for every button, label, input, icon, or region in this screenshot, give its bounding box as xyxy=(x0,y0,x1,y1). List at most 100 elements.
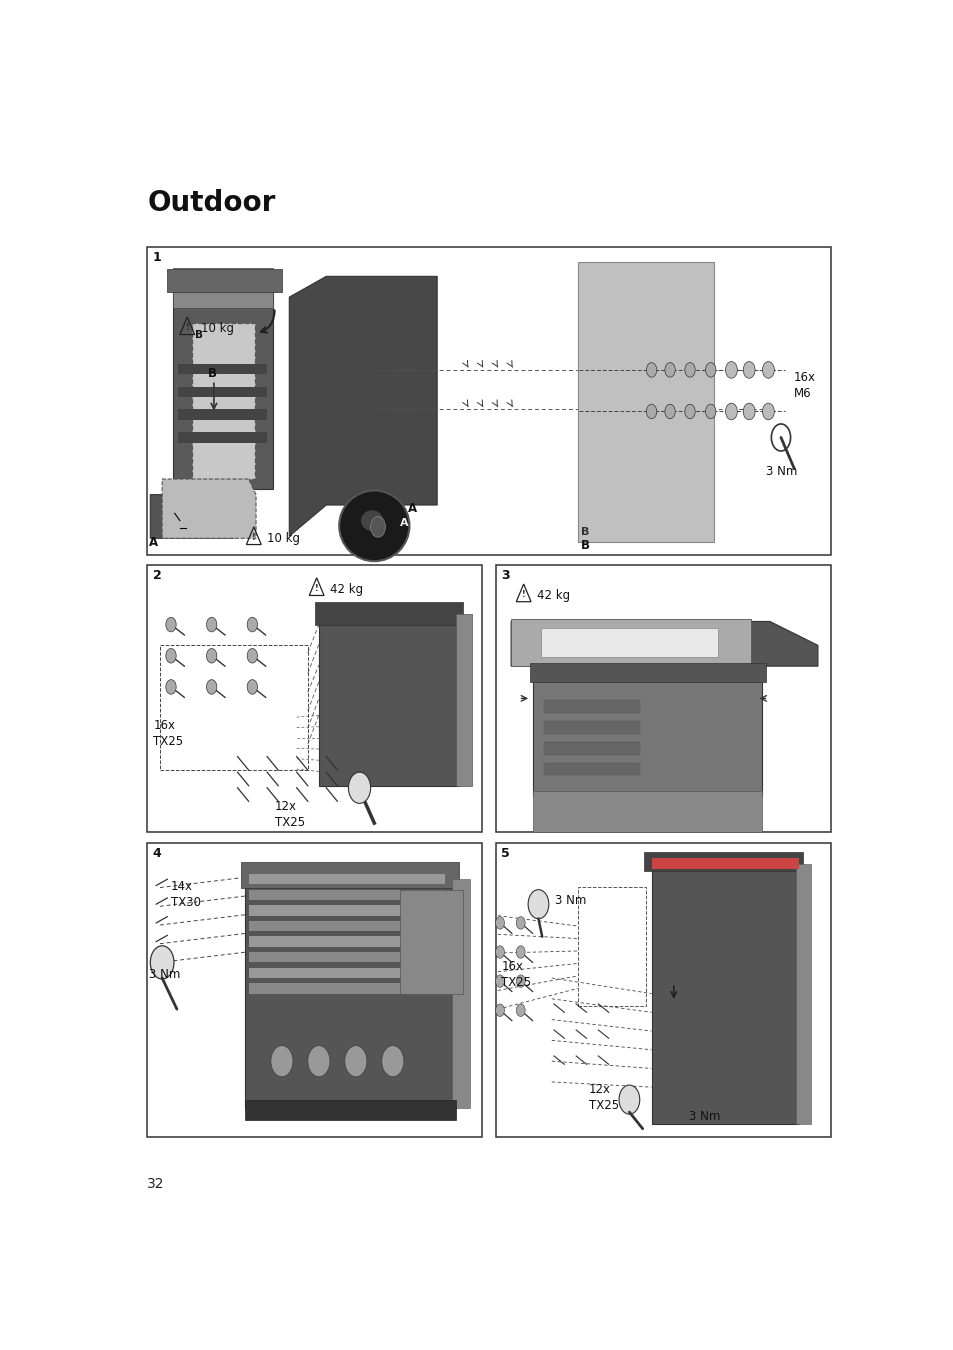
Text: 42 kg: 42 kg xyxy=(537,589,570,602)
Text: A: A xyxy=(400,518,409,528)
Ellipse shape xyxy=(360,510,383,531)
Bar xyxy=(249,952,444,963)
Bar xyxy=(651,864,799,1123)
Bar xyxy=(314,602,462,625)
Circle shape xyxy=(761,362,774,378)
Bar xyxy=(511,620,751,666)
Bar xyxy=(544,701,639,713)
Bar xyxy=(160,645,308,769)
Circle shape xyxy=(742,362,755,378)
Circle shape xyxy=(646,404,656,418)
Bar xyxy=(544,721,639,734)
Text: 4: 4 xyxy=(152,846,161,860)
Bar xyxy=(147,842,481,1137)
Circle shape xyxy=(664,363,675,377)
Polygon shape xyxy=(511,621,817,666)
Text: !: ! xyxy=(252,533,255,543)
Circle shape xyxy=(618,1085,639,1114)
Bar xyxy=(178,363,267,374)
Bar xyxy=(173,269,273,308)
Text: 3 Nm: 3 Nm xyxy=(765,466,797,478)
Text: B: B xyxy=(208,366,216,379)
Circle shape xyxy=(370,517,385,537)
Bar xyxy=(249,983,444,994)
Circle shape xyxy=(495,1004,504,1017)
Text: 16x
M6: 16x M6 xyxy=(793,371,815,400)
Text: A: A xyxy=(407,502,416,514)
Bar xyxy=(249,906,444,915)
Bar xyxy=(400,890,462,994)
Bar xyxy=(249,937,444,946)
Circle shape xyxy=(646,363,656,377)
Circle shape xyxy=(206,648,216,663)
Bar xyxy=(496,566,830,833)
Circle shape xyxy=(742,404,755,420)
Bar xyxy=(533,674,761,796)
Text: !: ! xyxy=(314,585,318,593)
Text: 16x
TX25: 16x TX25 xyxy=(153,720,183,748)
Bar xyxy=(544,743,639,755)
Text: 12x
TX25: 12x TX25 xyxy=(274,801,304,829)
Circle shape xyxy=(528,890,548,919)
Bar xyxy=(577,887,645,1006)
Bar xyxy=(249,921,444,931)
Circle shape xyxy=(495,946,504,958)
Bar xyxy=(496,842,830,1137)
Bar xyxy=(452,879,470,1108)
Bar xyxy=(178,386,267,397)
Circle shape xyxy=(151,946,173,979)
Text: 3: 3 xyxy=(501,570,510,582)
Circle shape xyxy=(344,1046,367,1077)
Bar xyxy=(241,861,458,887)
Circle shape xyxy=(516,946,524,958)
Bar xyxy=(249,873,444,884)
Ellipse shape xyxy=(339,490,409,562)
Bar xyxy=(249,968,444,977)
Text: 12x
TX25: 12x TX25 xyxy=(588,1083,618,1112)
Text: 3 Nm: 3 Nm xyxy=(555,894,586,907)
Circle shape xyxy=(761,404,774,420)
Text: B: B xyxy=(580,528,589,537)
Bar xyxy=(147,566,481,833)
Text: 32: 32 xyxy=(147,1177,165,1191)
Bar xyxy=(651,859,799,869)
Bar xyxy=(318,614,459,786)
Circle shape xyxy=(166,617,176,632)
Bar xyxy=(456,614,472,786)
Bar xyxy=(178,409,267,420)
Bar xyxy=(544,763,639,775)
Text: 3 Nm: 3 Nm xyxy=(149,968,180,981)
Bar xyxy=(147,247,830,555)
Text: B: B xyxy=(580,539,590,552)
Polygon shape xyxy=(162,479,255,539)
Circle shape xyxy=(724,404,737,420)
Bar xyxy=(577,262,714,543)
Circle shape xyxy=(247,617,257,632)
Circle shape xyxy=(684,404,695,418)
Circle shape xyxy=(705,404,715,418)
Bar xyxy=(178,432,267,443)
Text: Outdoor: Outdoor xyxy=(147,189,275,217)
Bar xyxy=(540,628,718,657)
Text: A: A xyxy=(149,536,158,549)
Text: 1: 1 xyxy=(152,251,161,265)
Circle shape xyxy=(166,648,176,663)
Text: 42 kg: 42 kg xyxy=(330,583,363,595)
Bar xyxy=(249,890,444,900)
Text: 10 kg: 10 kg xyxy=(267,532,300,545)
Circle shape xyxy=(247,679,257,694)
FancyBboxPatch shape xyxy=(192,323,254,479)
Text: 5: 5 xyxy=(501,846,510,860)
Polygon shape xyxy=(151,494,245,539)
Text: !: ! xyxy=(185,323,189,332)
Circle shape xyxy=(724,362,737,378)
Text: B: B xyxy=(194,331,202,340)
Circle shape xyxy=(247,648,257,663)
Circle shape xyxy=(348,772,370,803)
Circle shape xyxy=(206,679,216,694)
Polygon shape xyxy=(289,277,436,536)
Bar xyxy=(173,277,273,490)
Circle shape xyxy=(495,975,504,987)
Circle shape xyxy=(516,1004,524,1017)
Circle shape xyxy=(516,917,524,929)
